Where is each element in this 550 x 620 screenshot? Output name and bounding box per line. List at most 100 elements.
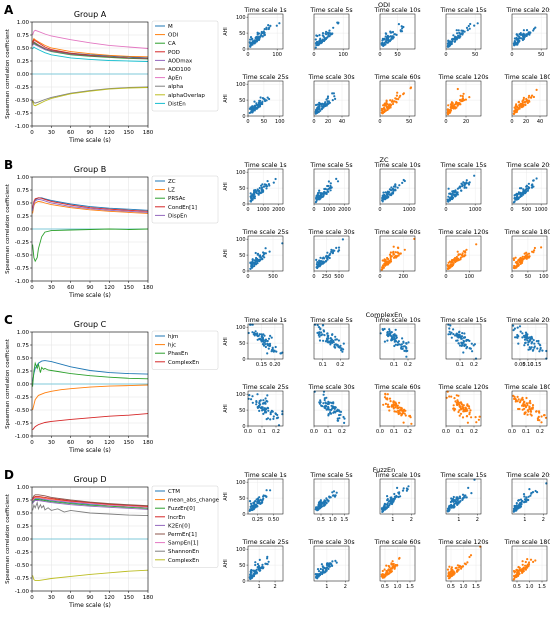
scatter-point xyxy=(465,179,468,182)
scatter-point xyxy=(463,99,466,102)
scatter-point xyxy=(462,409,465,412)
scatter-point xyxy=(382,44,386,47)
x-tick-label: 0.15 xyxy=(256,362,267,368)
scatter-panel: Time scale 5s 0.5 1.0 1.5 xyxy=(309,472,352,523)
x-tick-label: 2 xyxy=(542,517,545,523)
series-line xyxy=(32,360,149,382)
scatter-point xyxy=(329,184,332,188)
scatter-point xyxy=(261,257,264,260)
scatter-point xyxy=(253,100,256,103)
scatter-point xyxy=(258,260,261,263)
scatter-point xyxy=(401,27,404,30)
scatter-point xyxy=(386,570,389,573)
scatter-point xyxy=(395,97,398,100)
scatter-point xyxy=(261,563,264,566)
scatter-point xyxy=(386,41,389,44)
scatter-panel: Time scale 30s 0.0 0.1 0.2 xyxy=(307,384,354,435)
scatter-point xyxy=(531,349,535,352)
scatter-panel: Time scale 10s 0.1 0.2 xyxy=(373,317,420,368)
scatter-frame xyxy=(379,235,416,272)
scatter-point xyxy=(451,505,454,508)
series-line xyxy=(32,86,149,104)
scatter-point xyxy=(513,37,517,40)
series-line xyxy=(32,569,149,582)
scatter-point xyxy=(269,24,272,27)
scatter-panel-title: Time scale 60s xyxy=(373,384,420,391)
scatter-point xyxy=(386,330,389,334)
scatter-point xyxy=(271,410,274,413)
scatter-point xyxy=(327,414,330,417)
x-tick-label: 90 xyxy=(87,285,94,291)
scatter-point xyxy=(455,497,458,500)
scatter-point xyxy=(254,251,257,255)
scatter-point xyxy=(521,560,524,563)
scatter-point xyxy=(511,324,515,327)
y-axis-label: AHI xyxy=(223,492,229,500)
scatter-point xyxy=(469,22,472,26)
scatter-point xyxy=(390,192,393,195)
y-axis-label: AHI xyxy=(223,404,229,412)
scatter-point xyxy=(326,103,329,106)
scatter-point xyxy=(319,506,322,509)
scatter-panel: Time scale 5s 0 100 xyxy=(309,7,352,58)
x-tick-label: 30 xyxy=(48,595,55,601)
scatter-point xyxy=(514,256,517,259)
scatter-point xyxy=(397,340,400,343)
scatter-point xyxy=(465,186,468,189)
scatter-point xyxy=(318,259,321,262)
scatter-point xyxy=(524,411,527,414)
scatter-frame xyxy=(445,80,482,117)
scatter-point xyxy=(521,101,524,104)
scatter-point xyxy=(470,342,473,345)
scatter-point xyxy=(459,103,462,106)
x-tick-label: 0 xyxy=(378,52,381,58)
x-tick-label: 0.1 xyxy=(324,429,332,435)
scatter-point xyxy=(262,338,265,341)
scatter-panel: Time scale 60s 0 50 xyxy=(373,74,420,125)
legend-label: LZ xyxy=(168,188,175,194)
scatter-point xyxy=(389,571,392,574)
scatter-point xyxy=(399,252,402,255)
scatter-point xyxy=(317,503,320,506)
scatter-point xyxy=(395,256,398,259)
y-tick-label: 0 xyxy=(242,269,245,275)
scatter-point xyxy=(452,333,455,336)
scatter-point xyxy=(536,418,540,422)
scatter-point xyxy=(446,568,450,571)
scatter-point xyxy=(521,567,524,571)
scatter-point xyxy=(516,262,520,265)
scatter-point xyxy=(261,408,264,411)
scatter-point xyxy=(325,562,329,566)
scatter-point xyxy=(528,94,531,97)
scatter-point xyxy=(447,104,450,107)
scatter-panel-title: Time scale 120s xyxy=(437,539,488,546)
scatter-frame xyxy=(247,80,284,117)
y-tick-label: 0 xyxy=(242,579,245,585)
scatter-point xyxy=(448,196,452,199)
x-tick-label: 200 xyxy=(399,274,409,280)
scatter-panel-title: Time scale 5s xyxy=(309,317,352,324)
scatter-frame xyxy=(379,478,416,515)
scatter-point xyxy=(401,489,405,492)
scatter-panel: Time scale 180s 0 50 100 xyxy=(503,229,550,280)
scatter-point xyxy=(326,184,329,188)
scatter-point xyxy=(273,349,276,352)
y-tick-label: -0.75 xyxy=(15,266,30,272)
scatter-point xyxy=(527,563,531,566)
scatter-point xyxy=(255,403,258,406)
x-tick-label: 2000 xyxy=(272,207,285,213)
legend-label: ShannonEn xyxy=(168,549,200,555)
x-tick-label: 500 xyxy=(522,207,532,213)
scatter-point xyxy=(323,37,326,40)
scatter-point xyxy=(449,193,453,196)
scatter-point xyxy=(264,401,267,404)
scatter-point xyxy=(316,195,319,198)
scatter-frame xyxy=(445,323,482,360)
x-axis-label: Time scale (s) xyxy=(68,602,111,609)
x-tick-label: 0.0 xyxy=(376,429,384,435)
scatter-point xyxy=(323,257,326,260)
x-tick-label: 0.5 xyxy=(513,584,521,590)
scatter-point xyxy=(455,36,458,39)
scatter-point xyxy=(392,253,395,256)
